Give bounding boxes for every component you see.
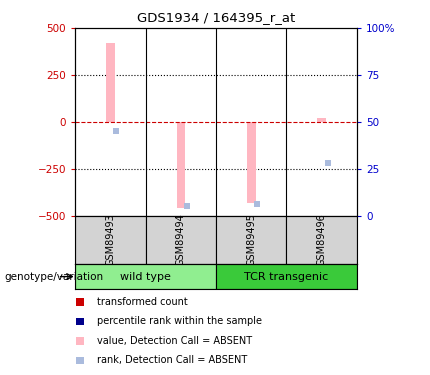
Bar (216, 216, 286, 264)
Text: GSM89495: GSM89495 (246, 214, 256, 266)
Bar (247, 122, 255, 202)
Text: TCR transgenic: TCR transgenic (244, 272, 329, 282)
Bar (216, 264, 357, 289)
Text: percentile rank within the sample: percentile rank within the sample (97, 316, 262, 326)
Bar (106, 43, 115, 122)
Text: wild type: wild type (120, 272, 171, 282)
Bar (146, 216, 216, 264)
Bar (286, 216, 357, 264)
Text: rank, Detection Call = ABSENT: rank, Detection Call = ABSENT (97, 356, 247, 365)
Bar (75, 216, 146, 264)
Bar (317, 118, 326, 122)
Text: GSM89494: GSM89494 (176, 214, 186, 266)
Text: transformed count: transformed count (97, 297, 187, 307)
Text: value, Detection Call = ABSENT: value, Detection Call = ABSENT (97, 336, 252, 346)
Title: GDS1934 / 164395_r_at: GDS1934 / 164395_r_at (137, 11, 295, 24)
Bar (177, 122, 185, 208)
Text: genotype/variation: genotype/variation (4, 272, 104, 282)
Bar (75, 264, 216, 289)
Text: GSM89496: GSM89496 (316, 214, 327, 266)
Text: GSM89493: GSM89493 (105, 214, 116, 266)
